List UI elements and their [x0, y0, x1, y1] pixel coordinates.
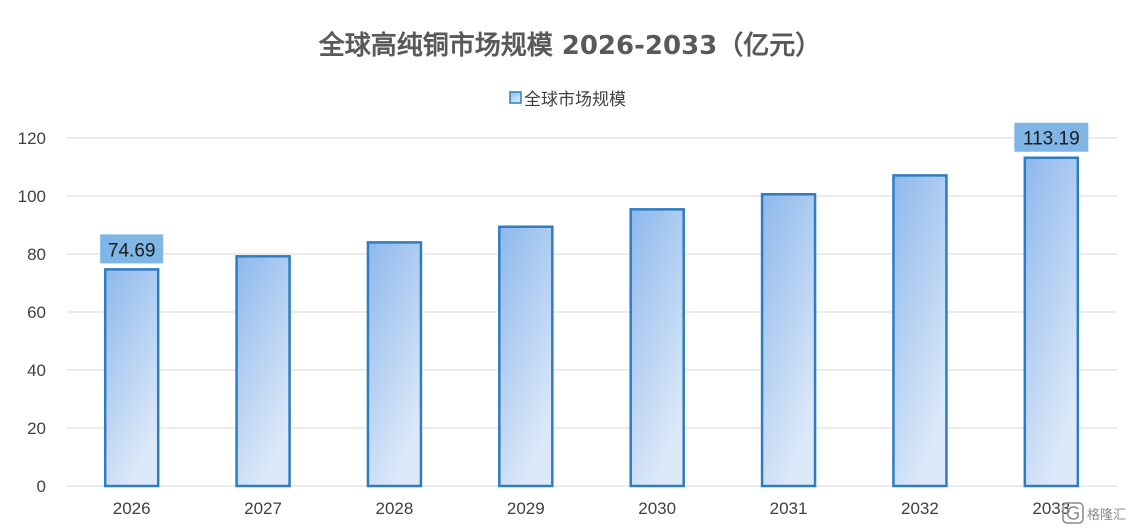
- data-label: 74.69: [108, 240, 156, 261]
- x-tick-label: 2031: [770, 499, 808, 518]
- legend: 全球市场规模: [509, 90, 626, 110]
- data-label: 113.19: [1023, 129, 1080, 150]
- x-tick-label: 2032: [901, 499, 939, 518]
- y-tick-label: 80: [27, 245, 46, 264]
- glh-logo-icon: [1062, 502, 1084, 524]
- x-tick-label: 2029: [507, 499, 545, 518]
- x-tick-label: 2027: [244, 499, 282, 518]
- x-tick-label: 2030: [638, 499, 676, 518]
- bar: [629, 208, 685, 488]
- bar: [103, 268, 160, 488]
- y-axis-ticks: 0 20 40 60 80 100 120: [18, 129, 46, 496]
- y-tick-label: 20: [27, 419, 46, 438]
- y-tick-label: 100: [18, 187, 46, 206]
- x-tick-label: 2028: [376, 499, 414, 518]
- watermark: 格隆汇: [1062, 502, 1126, 524]
- legend-swatch: [509, 91, 522, 104]
- x-tick-label: 2033: [1032, 499, 1070, 518]
- watermark-text: 格隆汇: [1087, 507, 1126, 523]
- y-tick-label: 60: [27, 303, 46, 322]
- x-tick-label: 2026: [113, 499, 151, 518]
- bar: [235, 255, 291, 488]
- x-axis-ticks: 2026 2027 2028 2029 2030 2031 2032 2033: [113, 499, 1070, 518]
- y-tick-label: 0: [37, 477, 46, 496]
- legend-label: 全球市场规模: [524, 90, 626, 110]
- data-label-bg: [1014, 122, 1089, 152]
- bar: [892, 174, 948, 488]
- bar: [1023, 156, 1080, 488]
- bar: [498, 225, 554, 488]
- y-tick-label: 40: [27, 361, 46, 380]
- bars: [103, 156, 1080, 488]
- chart-title: 全球高纯铜市场规模 2026-2033（亿元）: [318, 30, 822, 61]
- bar: [366, 241, 423, 488]
- bar: [760, 193, 817, 488]
- gridlines: [66, 137, 1117, 487]
- data-labels: 74.69 113.19: [100, 122, 1089, 264]
- data-label-bg: [100, 234, 164, 264]
- y-tick-label: 120: [18, 129, 46, 148]
